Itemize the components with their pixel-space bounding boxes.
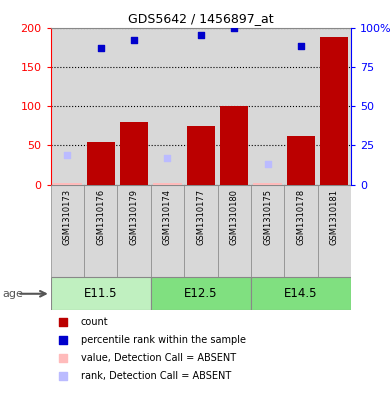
Bar	[317, 28, 351, 185]
Bar	[218, 185, 251, 277]
Point	[60, 355, 66, 362]
Text: value, Detection Call = ABSENT: value, Detection Call = ABSENT	[81, 353, 236, 364]
Text: GSM1310178: GSM1310178	[296, 189, 305, 246]
Bar	[251, 28, 284, 185]
Point	[198, 32, 204, 39]
Point	[331, 2, 337, 9]
Bar	[251, 277, 351, 310]
Point	[64, 152, 71, 158]
Text: GSM1310180: GSM1310180	[230, 189, 239, 245]
Bar	[187, 126, 215, 185]
Text: GSM1310176: GSM1310176	[96, 189, 105, 246]
Text: rank, Detection Call = ABSENT: rank, Detection Call = ABSENT	[81, 371, 231, 382]
Bar	[254, 183, 282, 185]
Text: GSM1310173: GSM1310173	[63, 189, 72, 246]
Text: E11.5: E11.5	[84, 287, 117, 300]
Text: GSM1310179: GSM1310179	[129, 189, 138, 245]
Bar	[87, 142, 115, 185]
Bar	[117, 28, 151, 185]
Bar	[287, 136, 315, 185]
Bar	[251, 185, 284, 277]
Bar	[117, 185, 151, 277]
Bar	[53, 183, 82, 185]
Bar	[84, 185, 117, 277]
Bar	[151, 185, 184, 277]
Bar	[120, 122, 148, 185]
Text: E14.5: E14.5	[284, 287, 318, 300]
Bar	[320, 37, 349, 185]
Bar	[51, 277, 151, 310]
Bar	[218, 28, 251, 185]
Point	[164, 155, 170, 161]
Bar	[84, 28, 117, 185]
Point	[60, 337, 66, 343]
Bar	[184, 28, 218, 185]
Bar	[184, 185, 218, 277]
Text: GSM1310175: GSM1310175	[263, 189, 272, 245]
Point	[298, 43, 304, 50]
Point	[60, 319, 66, 325]
Text: percentile rank within the sample: percentile rank within the sample	[81, 335, 246, 345]
Bar	[51, 185, 84, 277]
Text: age: age	[2, 289, 23, 299]
Text: GSM1310174: GSM1310174	[163, 189, 172, 245]
Text: GSM1310177: GSM1310177	[196, 189, 206, 246]
Bar	[153, 183, 182, 185]
Point	[131, 37, 137, 43]
Bar	[151, 277, 251, 310]
Bar	[284, 28, 317, 185]
Bar	[220, 106, 248, 185]
Bar	[151, 28, 184, 185]
Text: count: count	[81, 317, 108, 327]
Text: GSM1310181: GSM1310181	[330, 189, 339, 245]
Title: GDS5642 / 1456897_at: GDS5642 / 1456897_at	[128, 12, 274, 25]
Text: E12.5: E12.5	[184, 287, 218, 300]
Bar	[317, 185, 351, 277]
Point	[60, 373, 66, 380]
Bar	[284, 185, 317, 277]
Point	[98, 45, 104, 51]
Bar	[51, 28, 84, 185]
Point	[264, 161, 271, 167]
Point	[231, 24, 238, 31]
